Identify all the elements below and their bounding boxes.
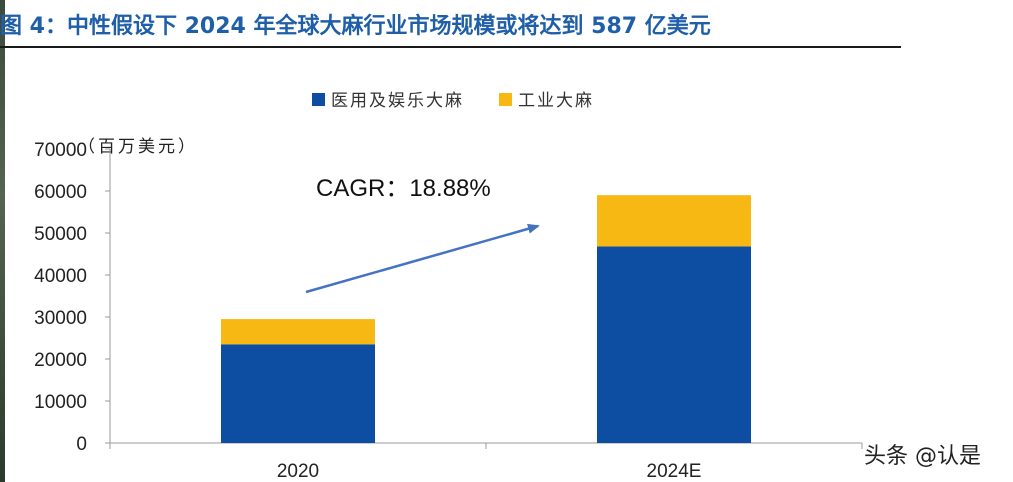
chart-legend: 医用及娱乐大麻 工业大麻 xyxy=(312,91,594,111)
y-axis-unit-label: （百万美元） xyxy=(78,137,198,157)
title-divider xyxy=(0,46,901,48)
legend-label-industrial: 工业大麻 xyxy=(518,91,594,111)
y-tick-label: 30000 xyxy=(34,308,87,329)
y-tick-label: 40000 xyxy=(34,266,87,287)
y-tick-label: 10000 xyxy=(34,392,87,413)
legend-swatch-medical xyxy=(312,93,325,106)
bar-medical-2024E xyxy=(597,246,751,443)
y-tick-label: 50000 xyxy=(34,224,87,245)
x-tick-label: 2024E xyxy=(647,461,702,482)
y-tick-label: 20000 xyxy=(34,350,87,371)
left-edge-strip xyxy=(0,0,5,482)
bar-industrial-2024E xyxy=(597,195,751,247)
x-tick-label: 2020 xyxy=(277,461,319,482)
watermark: 头条 @认是 xyxy=(864,444,981,469)
legend-label-medical: 医用及娱乐大麻 xyxy=(331,91,464,111)
bar-medical-2020 xyxy=(221,344,375,443)
bars xyxy=(221,195,751,443)
figure-title: 图 4：中性假设下 2024 年全球大麻行业市场规模或将达到 587 亿美元 xyxy=(0,14,711,39)
cagr-annotation: CAGR：18.88% xyxy=(316,175,491,202)
cagr-arrow xyxy=(305,223,540,294)
y-tick-label: 70000 xyxy=(34,140,87,161)
bar-industrial-2020 xyxy=(221,319,375,345)
y-axis-ticks: 0 10000 20000 30000 40000 50000 60000 70000 xyxy=(34,140,110,455)
y-tick-label: 0 xyxy=(76,434,87,455)
x-axis-labels: 2020 2024E xyxy=(109,443,863,482)
legend-swatch-industrial xyxy=(499,93,512,106)
y-tick-label: 60000 xyxy=(34,182,87,203)
